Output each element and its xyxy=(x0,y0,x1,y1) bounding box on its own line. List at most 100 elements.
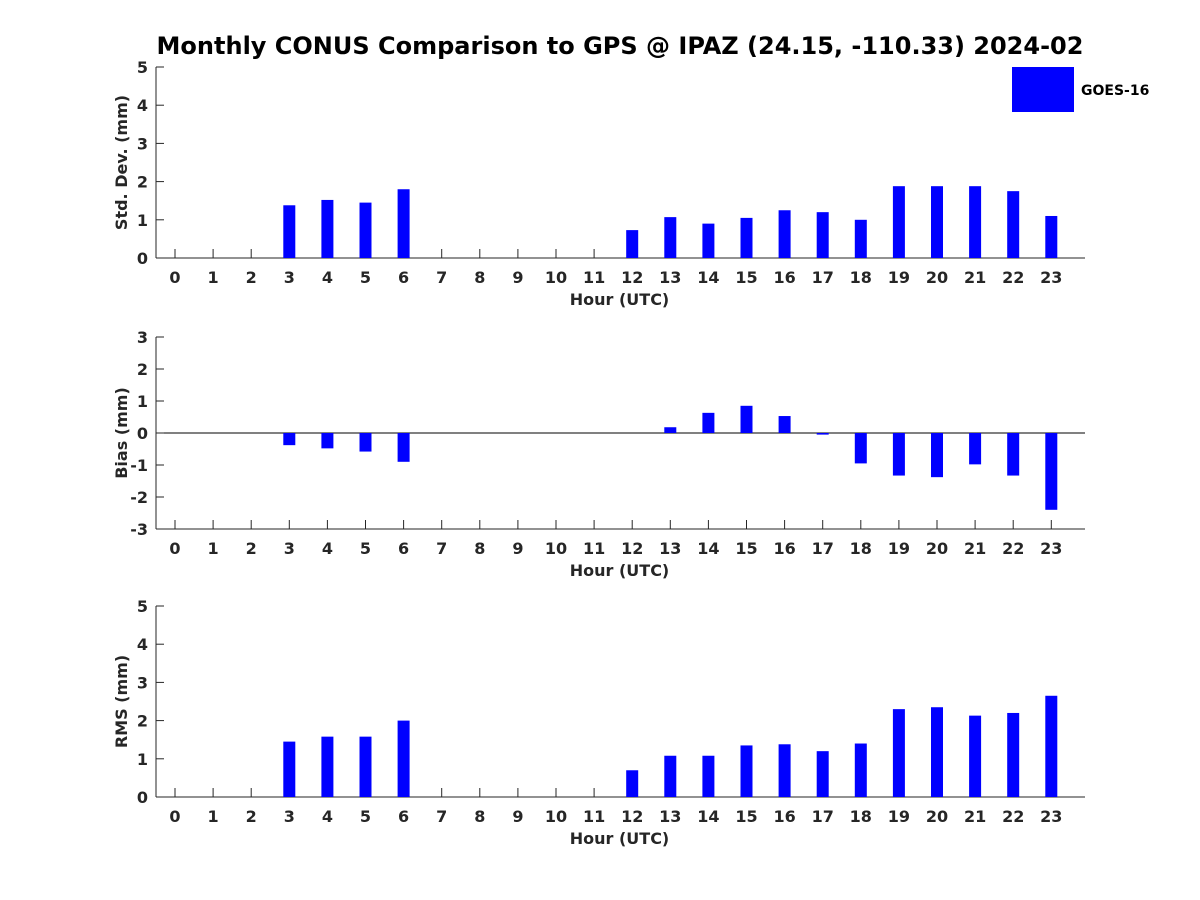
bar xyxy=(397,189,410,258)
x-tick-label: 22 xyxy=(1002,268,1024,287)
y-tick-label: 3 xyxy=(137,134,148,153)
x-tick-label: 1 xyxy=(208,807,219,826)
x-tick-label: 7 xyxy=(436,268,447,287)
chart-title: Monthly CONUS Comparison to GPS @ IPAZ (… xyxy=(157,32,1084,60)
x-tick-label: 17 xyxy=(812,539,834,558)
x-tick-label: 10 xyxy=(545,807,567,826)
bar xyxy=(397,720,410,797)
x-tick-label: 17 xyxy=(812,268,834,287)
bar xyxy=(892,709,905,797)
x-tick-label: 21 xyxy=(964,539,986,558)
y-tick-label: 1 xyxy=(137,392,148,411)
bar xyxy=(664,755,677,797)
x-tick-label: 9 xyxy=(512,268,523,287)
bar xyxy=(664,217,677,258)
bar xyxy=(969,433,982,465)
bar xyxy=(1007,433,1020,476)
x-tick-label: 23 xyxy=(1040,539,1062,558)
x-tick-label: 16 xyxy=(773,539,795,558)
x-tick-label: 20 xyxy=(926,539,948,558)
x-tick-label: 3 xyxy=(284,268,295,287)
x-tick-label: 20 xyxy=(926,268,948,287)
bar xyxy=(702,223,715,258)
x-tick-label: 5 xyxy=(360,807,371,826)
y-axis-label: Std. Dev. (mm) xyxy=(112,95,131,230)
bar xyxy=(1045,215,1058,258)
x-tick-label: 8 xyxy=(474,807,485,826)
bar xyxy=(816,212,829,258)
y-tick-label: 2 xyxy=(137,173,148,192)
y-tick-label: 5 xyxy=(137,58,148,77)
bar xyxy=(1045,433,1058,510)
x-tick-label: 13 xyxy=(659,807,681,826)
x-tick-label: 0 xyxy=(169,268,180,287)
y-tick-label: 4 xyxy=(137,635,148,654)
x-tick-label: 11 xyxy=(583,807,605,826)
bar xyxy=(931,433,943,478)
x-tick-label: 14 xyxy=(697,807,719,826)
x-axis-label: Hour (UTC) xyxy=(570,290,670,309)
y-axis-label: RMS (mm) xyxy=(112,655,131,748)
x-tick-label: 4 xyxy=(322,268,333,287)
x-tick-label: 16 xyxy=(773,807,795,826)
x-tick-label: 0 xyxy=(169,539,180,558)
bar xyxy=(702,755,715,797)
x-tick-label: 5 xyxy=(360,268,371,287)
x-tick-label: 22 xyxy=(1002,807,1024,826)
x-tick-label: 18 xyxy=(850,268,872,287)
bar xyxy=(321,199,334,258)
x-tick-label: 15 xyxy=(735,268,757,287)
bar xyxy=(321,433,334,449)
x-tick-label: 6 xyxy=(398,807,409,826)
bar xyxy=(321,736,334,797)
x-tick-label: 22 xyxy=(1002,539,1024,558)
x-tick-label: 2 xyxy=(246,807,257,826)
y-axis-label: Bias (mm) xyxy=(112,387,131,479)
bar xyxy=(283,741,296,797)
x-tick-label: 15 xyxy=(735,807,757,826)
bar xyxy=(397,433,410,462)
x-tick-label: 14 xyxy=(697,539,719,558)
y-tick-label: 2 xyxy=(137,360,148,379)
x-axis-label: Hour (UTC) xyxy=(570,561,670,580)
bar xyxy=(740,217,753,258)
x-tick-label: 14 xyxy=(697,268,719,287)
x-tick-label: 1 xyxy=(208,268,219,287)
bar xyxy=(854,219,867,258)
x-tick-label: 6 xyxy=(398,539,409,558)
bar xyxy=(740,745,753,797)
bar xyxy=(359,202,372,258)
bar xyxy=(778,210,791,258)
x-tick-label: 20 xyxy=(926,807,948,826)
y-tick-label: 0 xyxy=(137,788,148,807)
y-tick-label: 1 xyxy=(137,211,148,230)
x-tick-label: 18 xyxy=(850,807,872,826)
bar xyxy=(778,416,791,433)
bar xyxy=(359,736,372,797)
bar xyxy=(702,412,715,433)
bar xyxy=(283,205,296,258)
x-tick-label: 9 xyxy=(512,539,523,558)
bar xyxy=(854,743,867,797)
x-tick-label: 11 xyxy=(583,539,605,558)
bar xyxy=(969,186,982,258)
x-tick-label: 4 xyxy=(322,539,333,558)
y-tick-label: -2 xyxy=(130,488,148,507)
x-tick-label: 8 xyxy=(474,268,485,287)
x-tick-label: 5 xyxy=(360,539,371,558)
x-tick-label: 3 xyxy=(284,807,295,826)
y-tick-label: -3 xyxy=(130,520,148,539)
bar xyxy=(1007,191,1020,258)
y-tick-label: 1 xyxy=(137,750,148,769)
legend-swatch xyxy=(1012,67,1074,112)
x-tick-label: 12 xyxy=(621,268,643,287)
bar xyxy=(931,186,943,258)
x-tick-label: 18 xyxy=(850,539,872,558)
x-tick-label: 21 xyxy=(964,807,986,826)
x-tick-label: 12 xyxy=(621,807,643,826)
bar xyxy=(626,770,639,797)
